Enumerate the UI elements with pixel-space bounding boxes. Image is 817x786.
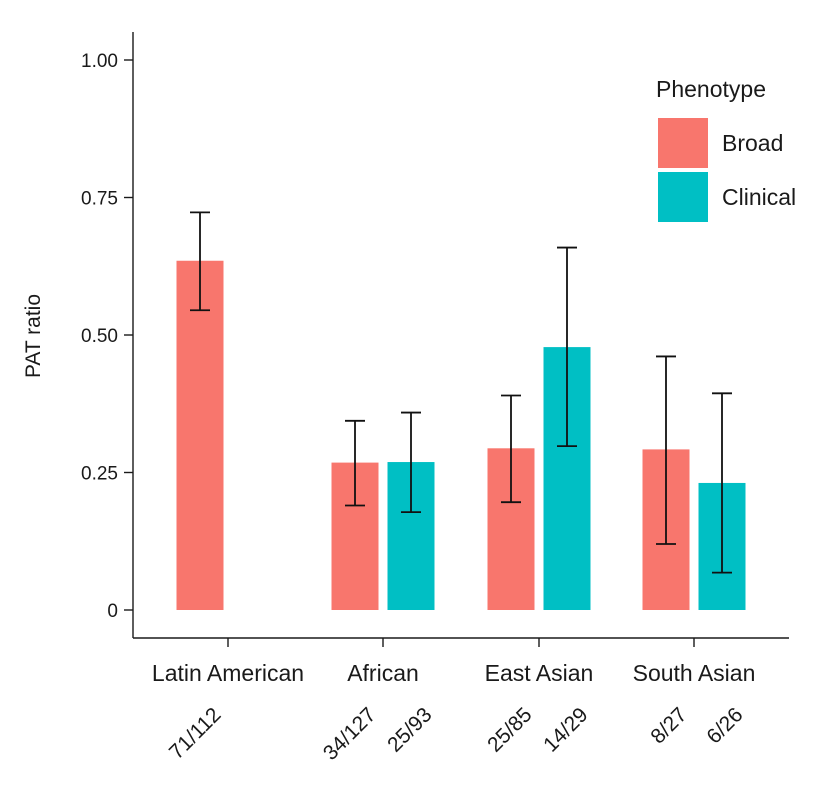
error-bar	[345, 419, 365, 507]
y-axis-label: PAT ratio	[22, 294, 45, 378]
y-tick-label: 0.25	[81, 464, 118, 485]
y-tick-label: 0	[107, 601, 118, 622]
legend-swatch-broad	[658, 118, 708, 168]
sample-count-label: 25/85	[483, 703, 536, 756]
x-category-label: African	[347, 660, 419, 686]
sample-count-label: 14/29	[539, 703, 592, 756]
error-bar	[712, 392, 732, 574]
y-tick-label: 0.75	[81, 189, 118, 210]
bar-broad-latin-american	[176, 260, 224, 610]
sample-count-label: 8/27	[646, 703, 691, 748]
y-tick-label: 1.00	[81, 51, 118, 72]
error-bars	[190, 211, 732, 574]
sample-count-label: 25/93	[383, 703, 436, 756]
error-bar	[190, 211, 210, 312]
sample-count-label: 71/112	[165, 703, 226, 764]
legend-label-clinical: Clinical	[722, 184, 796, 210]
error-bar	[501, 394, 521, 504]
legend: Phenotype Broad Clinical	[656, 76, 796, 222]
legend-title: Phenotype	[656, 76, 766, 102]
x-category-label: East Asian	[485, 660, 594, 686]
x-category-label: South Asian	[633, 660, 756, 686]
error-bar	[401, 411, 421, 513]
y-ticks: 0 0.25 0.50 0.75 1.00	[81, 51, 133, 622]
x-category-label: Latin American	[152, 660, 304, 686]
count-labels: 71/112 34/127 25/85 8/27 25/93 14/29 6/26	[165, 703, 748, 765]
sample-count-label: 6/26	[702, 703, 747, 748]
y-tick-label: 0.50	[81, 326, 118, 347]
sample-count-label: 34/127	[319, 703, 381, 765]
x-category-labels: Latin American African East Asian South Asi…	[152, 638, 755, 686]
legend-swatch-clinical	[658, 172, 708, 222]
bars	[176, 260, 746, 610]
legend-label-broad: Broad	[722, 130, 783, 156]
error-bar	[557, 246, 577, 448]
error-bar	[656, 355, 676, 545]
